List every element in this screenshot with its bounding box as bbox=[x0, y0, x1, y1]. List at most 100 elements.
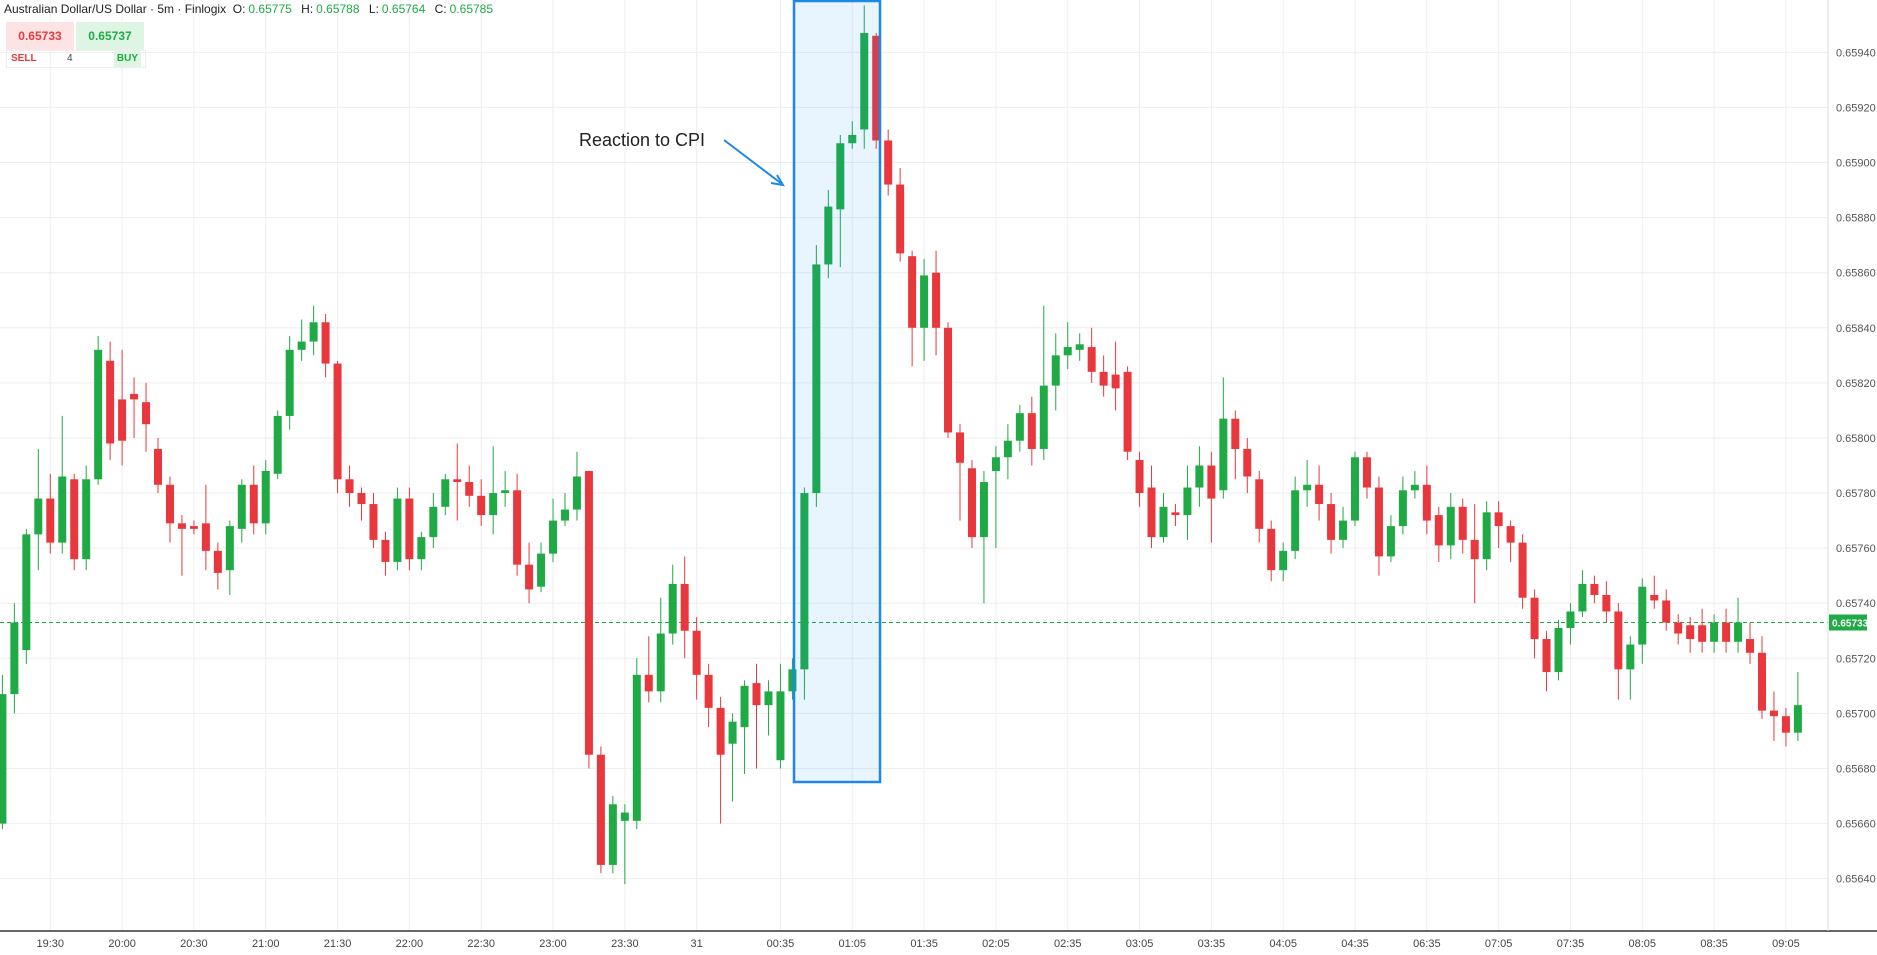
candle-body bbox=[956, 432, 964, 463]
candle-body bbox=[668, 583, 677, 634]
highlight-box bbox=[792, 0, 882, 784]
candle-body bbox=[1075, 344, 1084, 350]
x-tick-label: 07:35 bbox=[1557, 938, 1585, 950]
candle-body bbox=[584, 471, 593, 755]
trade-widget: 0.65733 0.65737 SELL 4 BUY bbox=[6, 22, 146, 68]
candle-body bbox=[620, 812, 629, 821]
candle-body bbox=[1171, 512, 1180, 516]
h-label: H: bbox=[301, 2, 314, 16]
y-tick-label: 0.65800 bbox=[1836, 433, 1876, 445]
candle-body bbox=[860, 33, 869, 130]
candle-body bbox=[321, 322, 330, 364]
candle-body bbox=[1458, 506, 1467, 540]
candle-body bbox=[1506, 526, 1515, 543]
y-tick-label: 0.65760 bbox=[1836, 543, 1876, 555]
candle-body bbox=[740, 685, 749, 728]
candle-body bbox=[1662, 600, 1671, 623]
x-tick-label: 21:00 bbox=[252, 938, 280, 950]
buy-price[interactable]: 0.65737 bbox=[76, 22, 144, 50]
candle-body bbox=[680, 583, 689, 631]
candle-body bbox=[979, 482, 988, 538]
candle-body bbox=[1566, 611, 1575, 629]
candle-body bbox=[537, 553, 546, 587]
candle-body bbox=[441, 479, 450, 507]
h-value: 0.65788 bbox=[316, 2, 360, 16]
candle-body bbox=[1626, 644, 1635, 670]
candle-body bbox=[1315, 484, 1324, 505]
candle-body bbox=[1111, 374, 1120, 389]
quantity[interactable]: 4 bbox=[67, 53, 73, 64]
c-label: C: bbox=[434, 2, 447, 16]
x-tick-label: 23:30 bbox=[611, 938, 639, 950]
x-tick-label: 21:30 bbox=[324, 938, 352, 950]
candle-body bbox=[1734, 622, 1743, 642]
candle-body bbox=[0, 694, 7, 824]
candle-body bbox=[1087, 347, 1096, 372]
candle-body bbox=[1686, 625, 1695, 640]
candle-body bbox=[1015, 413, 1024, 441]
candle-body bbox=[1710, 622, 1719, 642]
candle-body bbox=[369, 504, 378, 540]
candle-body bbox=[824, 206, 833, 265]
grid bbox=[0, 0, 1828, 931]
candle-body bbox=[1374, 487, 1383, 557]
candle-body bbox=[1518, 542, 1527, 598]
candle-body bbox=[165, 484, 174, 524]
candle-body bbox=[644, 674, 653, 692]
candle-body bbox=[465, 482, 474, 496]
candle-body bbox=[967, 468, 976, 538]
y-tick-label: 0.65820 bbox=[1836, 378, 1876, 390]
x-tick-label: 20:30 bbox=[180, 938, 208, 950]
candle-body bbox=[692, 630, 701, 675]
candle-body bbox=[1303, 484, 1312, 491]
y-tick-label: 0.65700 bbox=[1836, 708, 1876, 720]
candle-body bbox=[201, 523, 210, 551]
candle-body bbox=[1554, 628, 1563, 673]
candle-body bbox=[1650, 594, 1659, 601]
y-tick-label: 0.65880 bbox=[1836, 213, 1876, 225]
candle-body bbox=[477, 495, 486, 516]
candle-body bbox=[1494, 512, 1503, 527]
candle-body bbox=[812, 264, 821, 494]
candle-body bbox=[46, 498, 55, 543]
y-tick-label: 0.65660 bbox=[1836, 819, 1876, 831]
candle-body bbox=[70, 479, 79, 560]
candle-body bbox=[1039, 385, 1048, 449]
candle-body bbox=[357, 493, 366, 505]
candle-body bbox=[429, 506, 438, 538]
candle-body bbox=[1638, 586, 1647, 645]
x-tick-label: 03:05 bbox=[1126, 938, 1154, 950]
candle-body bbox=[1590, 583, 1599, 595]
candle-body bbox=[1063, 347, 1072, 356]
sell-price[interactable]: 0.65733 bbox=[6, 22, 74, 50]
sell-button[interactable]: SELL bbox=[11, 53, 37, 64]
buy-button[interactable]: BUY bbox=[113, 51, 141, 67]
y-tick-label: 0.65860 bbox=[1836, 268, 1876, 280]
candle-body bbox=[118, 399, 127, 441]
candle-body bbox=[752, 683, 761, 706]
candle-body bbox=[656, 633, 665, 692]
candle-body bbox=[896, 184, 905, 254]
candle-body bbox=[261, 471, 270, 524]
y-tick-label: 0.65940 bbox=[1836, 47, 1876, 59]
o-value: 0.65775 bbox=[248, 2, 292, 16]
candle-body bbox=[1793, 705, 1802, 733]
y-tick-label: 0.65920 bbox=[1836, 102, 1876, 114]
candle-body bbox=[1757, 652, 1766, 711]
candle-body bbox=[34, 498, 43, 535]
candle-body bbox=[1003, 440, 1012, 458]
candle-body bbox=[788, 669, 797, 692]
candle-body bbox=[189, 526, 198, 529]
annotation: Reaction to CPI bbox=[579, 130, 705, 150]
x-tick-label: 02:05 bbox=[982, 938, 1010, 950]
candle-body bbox=[1614, 611, 1623, 670]
y-tick-label: 0.65740 bbox=[1836, 598, 1876, 610]
candle-body bbox=[177, 523, 186, 529]
candle-body bbox=[22, 534, 31, 651]
candle-body bbox=[1159, 506, 1168, 538]
candles bbox=[0, 5, 1802, 885]
candle-body bbox=[764, 691, 773, 706]
candle-body bbox=[333, 363, 342, 480]
